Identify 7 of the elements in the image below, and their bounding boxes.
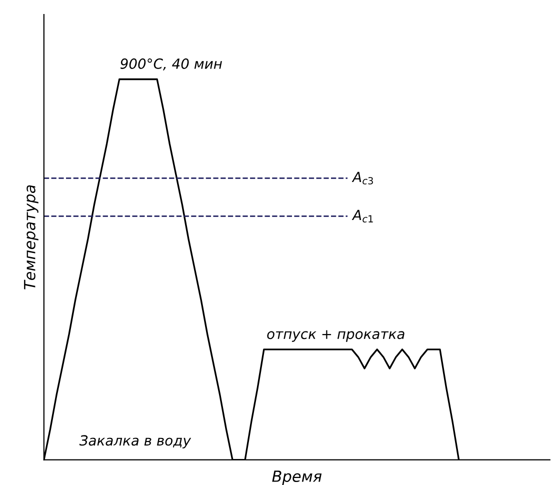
y-axis-title: Температура: [24, 185, 38, 290]
annotation: Закалка в воду: [79, 435, 192, 448]
ref-line-label: A$_{c3}$: [352, 172, 373, 184]
x-axis-title: Время: [272, 470, 322, 485]
text: 900°C, 40 мин: [120, 58, 222, 70]
ref-line-label: A$_{c1}$: [352, 210, 373, 222]
annotation: отпуск + прокатка: [267, 330, 404, 342]
